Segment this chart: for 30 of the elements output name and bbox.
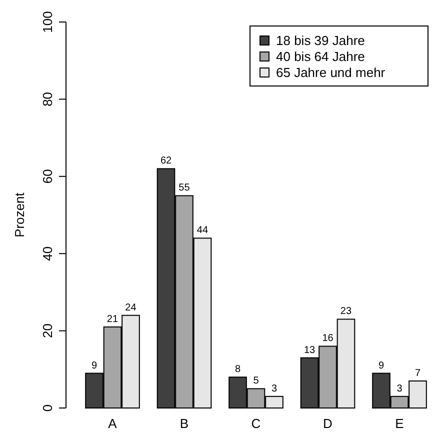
data-label: 55 [178, 182, 190, 194]
data-label: 44 [196, 225, 208, 236]
x-tick-label: D [323, 416, 332, 431]
data-label: 23 [340, 306, 352, 318]
legend-label: 65 Jahre und mehr [276, 65, 386, 80]
x-tick-label: B [180, 416, 189, 431]
data-label: 21 [106, 314, 118, 325]
data-label: 3 [271, 383, 278, 394]
x-tick-label: A [108, 416, 118, 431]
y-tick-label: 0 [40, 404, 55, 412]
x-tick-label: C [251, 416, 261, 431]
data-label: 13 [304, 344, 316, 356]
y-tick-label: 60 [40, 169, 55, 184]
data-label: 62 [160, 156, 172, 167]
y-tick-label: 20 [40, 324, 55, 338]
y-tick-label: 100 [40, 11, 55, 33]
data-label: 24 [125, 302, 137, 314]
data-label: 9 [91, 360, 98, 372]
data-label: 7 [414, 368, 421, 379]
legend-label: 40 bis 64 Jahre [276, 49, 365, 64]
y-tick-label: 80 [40, 92, 55, 106]
data-label: 16 [322, 333, 334, 344]
data-label: 5 [253, 376, 260, 387]
data-label: 8 [234, 364, 241, 376]
x-tick-label: E [395, 416, 404, 431]
y-tick-label: 40 [40, 246, 55, 261]
legend-label: 18 bis 39 Jahre [276, 33, 365, 48]
y-axis-title: Prozent [12, 192, 27, 238]
data-label: 9 [378, 360, 384, 372]
data-label: 3 [396, 383, 403, 394]
